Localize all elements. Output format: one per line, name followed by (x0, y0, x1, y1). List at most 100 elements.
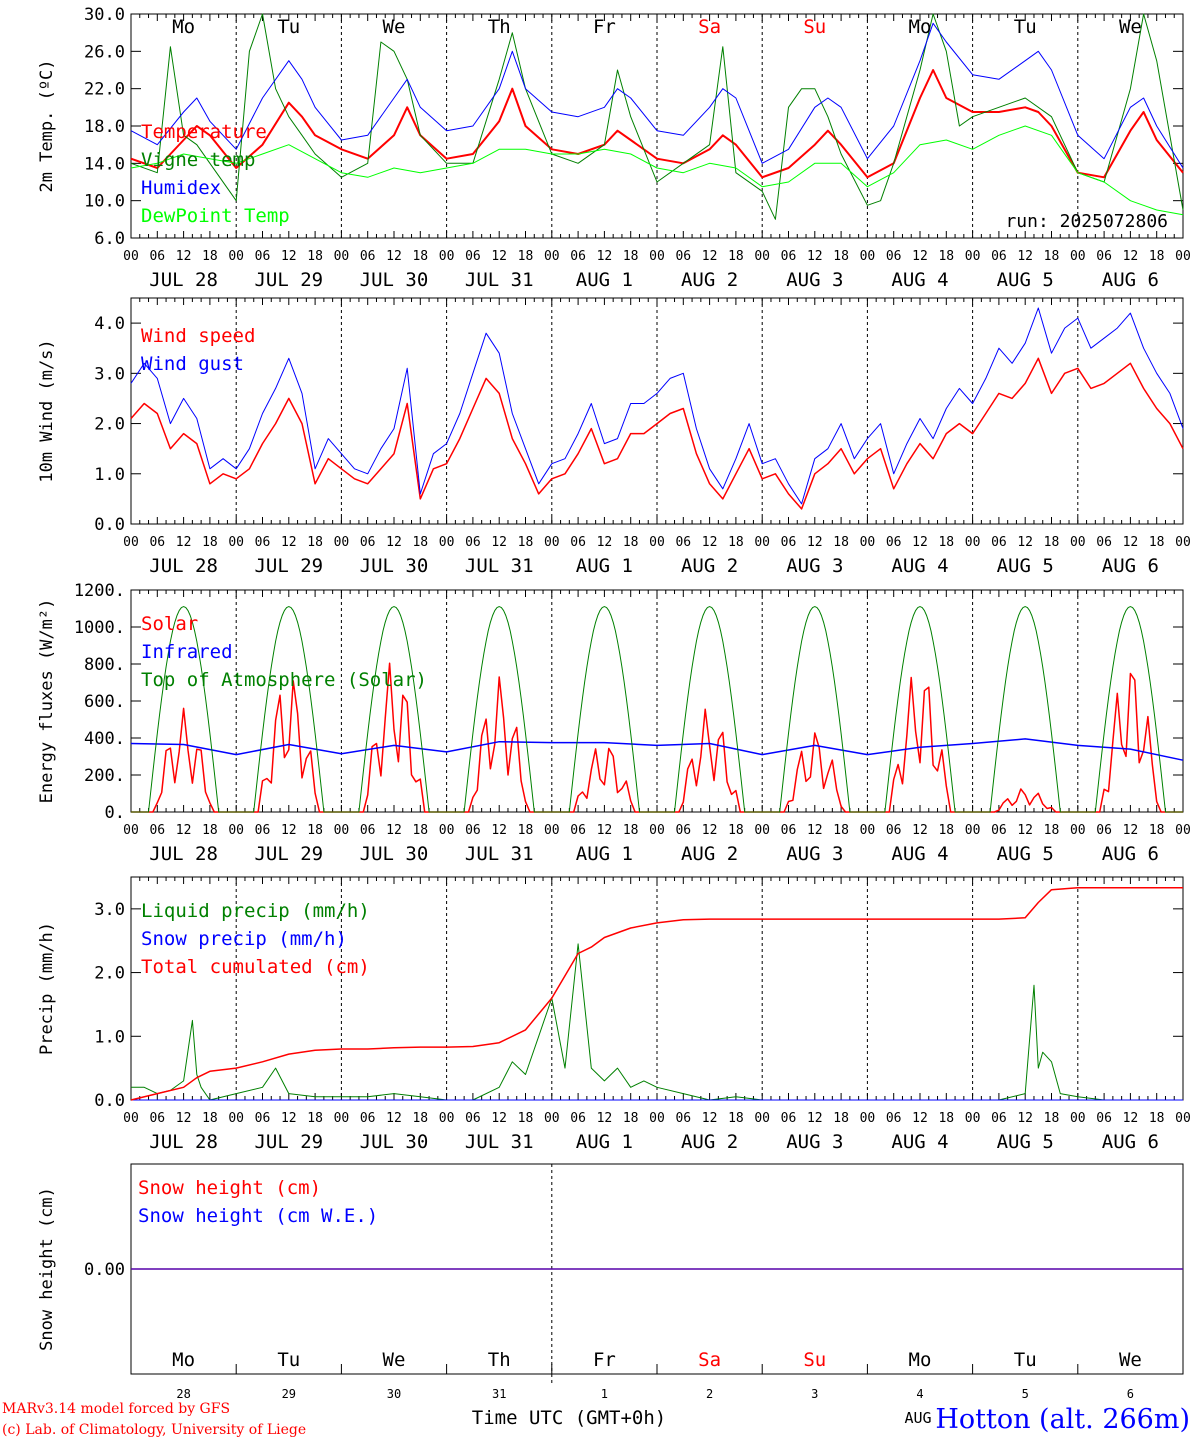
series-line-dewpoint-temp (130, 125, 1184, 216)
hour-tick-label: 12 (597, 823, 613, 838)
series-line-top-of-atmosphere-solar- (131, 606, 1183, 813)
day-label: JUL 30 (360, 555, 429, 577)
day-separators (235, 14, 1079, 238)
weekday-label: We (383, 16, 406, 38)
y-tick-label: 4.0 (94, 314, 125, 334)
legend-entry: Snow height (cm) (138, 1177, 321, 1199)
hour-tick-label: 12 (702, 249, 718, 264)
y-tick-label: 200. (84, 766, 125, 786)
day-label: AUG 1 (576, 843, 633, 865)
credits-line-2: (c) Lab. of Climatology, University of L… (2, 1422, 306, 1438)
day-label: JUL 28 (149, 555, 218, 577)
hour-tick-label: 06 (149, 823, 165, 838)
day-label: AUG 2 (681, 555, 738, 577)
day-number: 3 (811, 1387, 818, 1401)
weekday-label: Fr (593, 1349, 616, 1371)
hour-tick-label: 12 (1123, 249, 1139, 264)
day-label: AUG 6 (1102, 269, 1159, 291)
weekday-label: We (1119, 1349, 1142, 1371)
legend-entry: Total cumulated (cm) (141, 956, 370, 978)
day-label: AUG 5 (997, 843, 1054, 865)
x-axis-labels: 00 06 12 18 JUL 28 00 06 12 18 JUL 29 00 06 12 18 JUL … (123, 1111, 1191, 1153)
day-label: AUG 6 (1102, 843, 1159, 865)
day-number: 2 (706, 1387, 713, 1401)
hour-tick-label: 06 (1096, 823, 1112, 838)
day-label: AUG 3 (786, 843, 843, 865)
hour-tick-label: 18 (938, 823, 954, 838)
hour-tick-label: 12 (176, 535, 192, 550)
legend-entry: Vigne temp (141, 149, 255, 171)
day-number: 1 (601, 1387, 608, 1401)
day-label: AUG 5 (997, 269, 1054, 291)
hour-tick-label: 18 (202, 249, 218, 264)
hour-tick-label: 00 (439, 1111, 455, 1126)
hour-tick-label: 12 (1123, 535, 1139, 550)
hour-tick-label: 00 (860, 535, 876, 550)
day-label: JUL 28 (149, 269, 218, 291)
hour-tick-label: 06 (360, 823, 376, 838)
credits-line-1: MARv3.14 model forced by GFS (2, 1401, 230, 1417)
y-tick-label: 0.0 (94, 1091, 125, 1111)
hour-tick-label: 00 (228, 1111, 244, 1126)
hour-tick-label: 00 (123, 1111, 139, 1126)
hour-tick-label: 18 (518, 1111, 534, 1126)
panel-4: 0.0 1.0 2.0 3.0 Precip (mm/h) Liquid precip (… (37, 876, 1191, 1153)
series-line-wind-speed (130, 357, 1184, 510)
y-tick-label: 30.0 (84, 5, 125, 25)
y-tick-label: 1000. (74, 618, 125, 638)
hour-tick-label: 12 (281, 1111, 297, 1126)
hour-tick-label: 00 (1175, 1111, 1191, 1126)
legend-entry: Humidex (141, 177, 221, 199)
y-tick-label: 1200. (74, 581, 125, 601)
hour-tick-label: 06 (991, 1111, 1007, 1126)
day-label: AUG 4 (891, 555, 948, 577)
hour-tick-label: 06 (255, 535, 271, 550)
hour-tick-label: 06 (1096, 1111, 1112, 1126)
weekday-label: We (1119, 16, 1142, 38)
hour-tick-label: 00 (544, 1111, 560, 1126)
bottom-month-label: AUG (904, 1409, 931, 1427)
hour-tick-label: 18 (412, 535, 428, 550)
hour-tick-label: 06 (781, 823, 797, 838)
hour-tick-label: 06 (465, 535, 481, 550)
day-label: JUL 28 (149, 1131, 218, 1153)
y-axis: 0.0 1.0 2.0 3.0 Precip (mm/h) (37, 900, 1183, 1111)
station-label: Hotton (alt. 266m) (935, 1404, 1190, 1435)
hour-tick-label: 00 (860, 1111, 876, 1126)
hour-tick-label: 18 (623, 249, 639, 264)
hour-tick-label: 18 (202, 823, 218, 838)
y-tick-label: 2.0 (94, 415, 125, 435)
legend-entry: Wind gust (141, 353, 244, 375)
y-tick-label: 6.0 (94, 229, 125, 249)
legend-entry: Top of Atmosphere (Solar) (141, 669, 427, 691)
hour-tick-label: 00 (754, 249, 770, 264)
hour-tick-label: 18 (938, 249, 954, 264)
hour-tick-label: 06 (255, 1111, 271, 1126)
day-number: 4 (916, 1387, 923, 1401)
hour-tick-label: 06 (886, 535, 902, 550)
hour-tick-label: 06 (991, 249, 1007, 264)
hour-tick-label: 12 (912, 249, 928, 264)
panel-1: 6.0 10.0 14.0 18.0 22.0 26.0 30.0 2m Temp. (ºC)… (37, 5, 1191, 291)
hour-tick-label: 12 (281, 535, 297, 550)
day-label: JUL 31 (465, 843, 534, 865)
weekday-label: Tu (277, 16, 300, 38)
hour-tick-label: 00 (439, 535, 455, 550)
day-label: AUG 3 (786, 269, 843, 291)
legend-entry: Wind speed (141, 325, 255, 347)
legend-entry: Snow precip (mm/h) (141, 928, 347, 950)
hour-tick-label: 00 (965, 1111, 981, 1126)
weekday-label: Th (488, 16, 511, 38)
hour-tick-label: 06 (781, 535, 797, 550)
series-line-temperature (130, 69, 1184, 179)
hour-tick-label: 00 (649, 1111, 665, 1126)
hour-tick-label: 12 (386, 823, 402, 838)
hour-tick-label: 18 (938, 1111, 954, 1126)
hour-tick-label: 00 (860, 249, 876, 264)
weekday-labels: Mo Tu We Th Fr Sa Su Mo Tu We (172, 16, 1142, 38)
run-label: run: 2025072806 (1005, 211, 1168, 232)
day-label: JUL 31 (465, 269, 534, 291)
hour-tick-label: 00 (439, 823, 455, 838)
series-line-vigne-temp (130, 13, 1184, 220)
hour-tick-label: 18 (938, 535, 954, 550)
